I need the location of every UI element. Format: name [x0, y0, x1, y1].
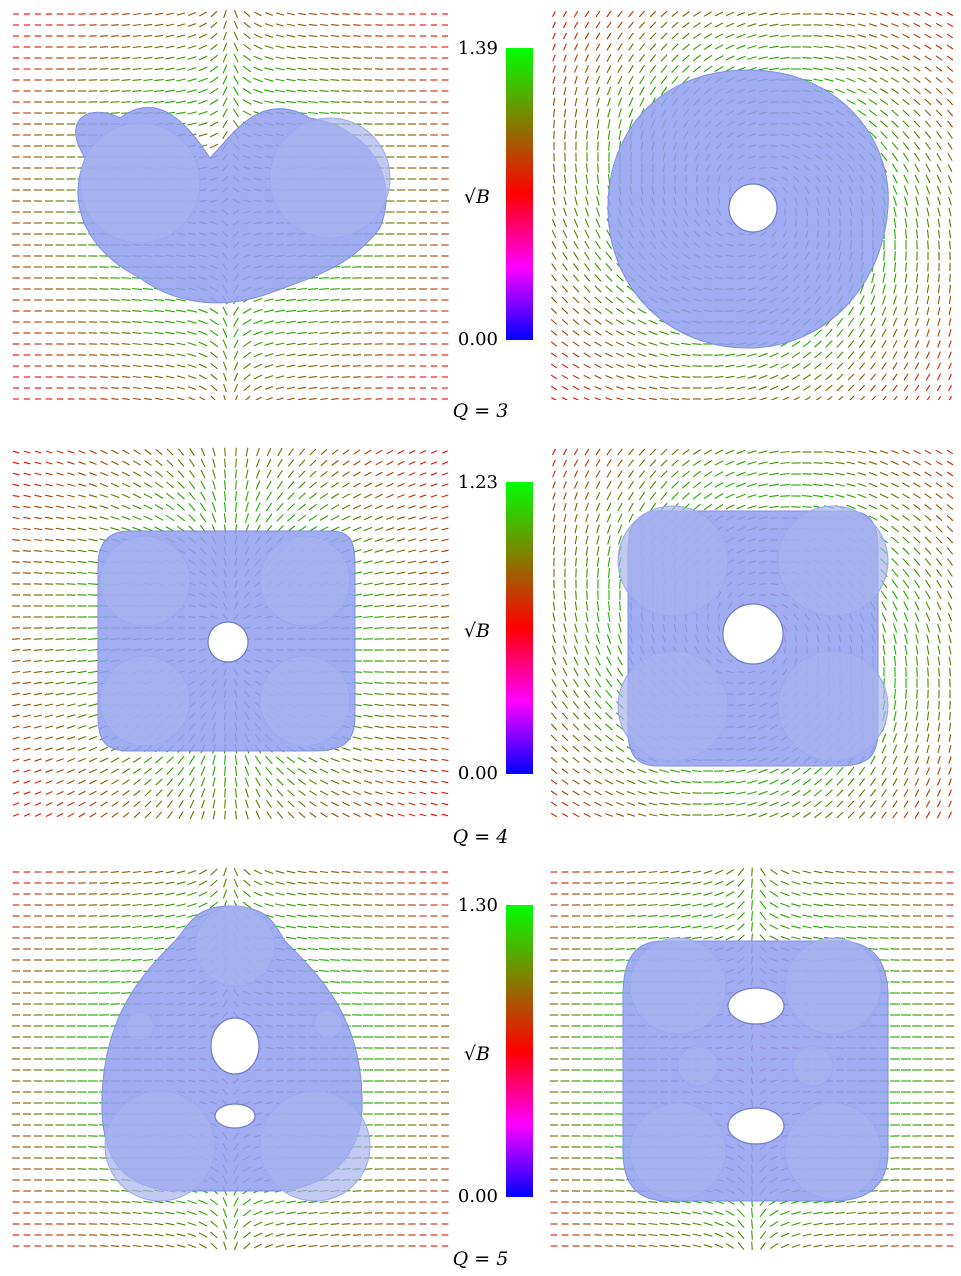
q3-left-field [12, 9, 449, 400]
q3-left-view [10, 8, 450, 400]
q3-colorbar-label: √B [463, 186, 490, 208]
isosurface [101, 905, 371, 1202]
q4-left-field [12, 447, 449, 820]
q4-colorbar-max: 1.23 [457, 472, 498, 493]
q4-caption: Q = 4 [452, 826, 509, 848]
isosurface [622, 937, 889, 1202]
q3-caption: Q = 3 [452, 400, 509, 422]
q5-colorbar-label: √B [463, 1043, 490, 1065]
q5-left-view [10, 866, 450, 1250]
q4-right-field [550, 448, 954, 819]
q4-colorbar-gradient [506, 482, 533, 774]
q3-right-view [548, 8, 958, 400]
q3-colorbar-max: 1.39 [457, 38, 498, 59]
isosurface [607, 69, 889, 349]
q3-right-field [550, 10, 954, 400]
q3-colorbar-min: 0.00 [457, 329, 498, 350]
q5-colorbar-max: 1.30 [457, 895, 498, 916]
isosurface [617, 505, 889, 767]
isosurface [97, 530, 356, 752]
q5-right-field [549, 867, 955, 1250]
q4-left-view [10, 446, 450, 822]
q4-colorbar: 1.23 √B 0.00 [458, 474, 533, 783]
q5-right-view [548, 866, 958, 1250]
q5-colorbar: 1.30 √B 0.00 [458, 897, 533, 1206]
q5-left-field [11, 867, 450, 1250]
q4-colorbar-min: 0.00 [457, 763, 498, 784]
isosurface [75, 106, 391, 304]
q4-right-view [548, 446, 958, 822]
q4-colorbar-label: √B [463, 620, 490, 642]
q3-colorbar: 1.39 √B 0.00 [458, 40, 533, 349]
q5-caption: Q = 5 [452, 1248, 509, 1270]
q5-colorbar-gradient [506, 905, 533, 1197]
q5-colorbar-min: 0.00 [457, 1186, 498, 1207]
q3-colorbar-gradient [506, 48, 533, 340]
